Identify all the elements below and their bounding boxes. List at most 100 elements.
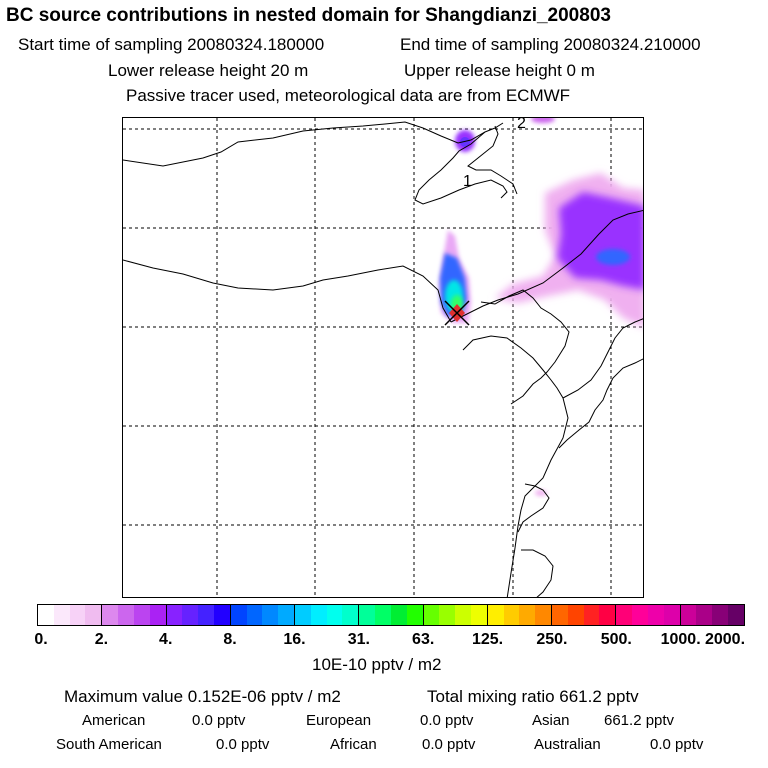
colorbar-swatch (133, 605, 150, 625)
map-canvas: 1 2 (123, 118, 643, 597)
colorbar-tick-label: 4. (159, 631, 173, 648)
colorbar-swatch (198, 605, 214, 625)
european-label: European (306, 712, 372, 729)
border-inland (123, 259, 452, 323)
colorbar-swatch (583, 605, 600, 625)
colorbar-swatch (567, 605, 584, 625)
coastline-bay-east (450, 209, 643, 323)
plume-northeast-core (596, 249, 630, 265)
colorbar-tick-label: 2000. (704, 631, 746, 648)
colorbar-tick-label: 16. (283, 631, 306, 648)
coastline-jiangsu (517, 483, 550, 533)
african-value: 0.0 pptv (422, 736, 476, 753)
coastline-yellow-sea (562, 318, 643, 399)
colorbar-swatch (632, 605, 648, 625)
african-label: African (330, 736, 377, 753)
maximum-value: Maximum value 0.152E-06 pptv / m2 (64, 687, 341, 706)
receptor-cross-b (444, 300, 470, 326)
coastline-shandong (462, 335, 569, 597)
south-american-label: South American (56, 736, 162, 753)
colorbar-tick-label: 2. (94, 631, 109, 648)
european-value: 0.0 pptv (420, 712, 474, 729)
colorbar-swatch (69, 605, 86, 625)
colorbar-tick-label: 1000. (660, 631, 701, 648)
colorbar-swatch (230, 605, 247, 625)
american-value: 0.0 pptv (192, 712, 246, 729)
australian-value: 0.0 pptv (650, 736, 704, 753)
colorbar-swatch (118, 605, 134, 625)
receptor-marker (444, 300, 470, 326)
colorbar-swatch (552, 605, 568, 625)
colorbar-swatch (663, 605, 681, 625)
colorbar-swatch (102, 605, 119, 625)
colorbar-swatch (38, 605, 54, 625)
colorbar-swatch (246, 605, 263, 625)
colorbar-swatch (262, 605, 279, 625)
colorbar-tick-label: 8. (223, 631, 237, 648)
colorbar-tick-label: 31. (347, 631, 370, 648)
colorbar-swatch (535, 605, 552, 625)
colorbar-swatch (647, 605, 664, 625)
colorbar-swatch (503, 605, 520, 625)
colorbar-swatch (519, 605, 536, 625)
colorbar-swatch (310, 605, 327, 625)
colorbar-tick-label: 0. (34, 631, 48, 648)
colorbar-tick-label: 250. (536, 631, 568, 648)
tracer-note: Passive tracer used, meteorological data… (126, 86, 571, 105)
plot-title: BC source contributions in nested domain… (6, 5, 611, 26)
colorbar-tick-label: 125. (471, 631, 504, 648)
coastline-liaodong (480, 289, 570, 405)
colorbar-swatch (213, 605, 231, 625)
plume-top-edge (531, 118, 555, 123)
colorbar-swatch (166, 605, 183, 625)
colorbar-swatch (487, 605, 504, 625)
coastline-peninsula (467, 125, 518, 195)
colorbar-swatch (390, 605, 407, 625)
colorbar-swatch (727, 605, 744, 625)
plume-receptor (439, 230, 471, 323)
colorbar (37, 604, 745, 626)
colorbar-tick-label: 63. (412, 631, 435, 648)
colorbar-swatch (278, 605, 295, 625)
colorbar-swatch (712, 605, 728, 625)
coastline-north (123, 121, 504, 167)
colorbar-swatch (439, 605, 456, 625)
colorbar-swatch (182, 605, 199, 625)
colorbar-swatch (455, 605, 471, 625)
colorbar-swatch (359, 605, 376, 625)
colorbar-swatch (53, 605, 70, 625)
colorbar-swatch (149, 605, 167, 625)
contour-label-2: 2 (517, 118, 526, 132)
plume-northeast (455, 118, 643, 496)
colorbar-swatch (696, 605, 713, 625)
colorbar-swatch (470, 605, 488, 625)
american-label: American (82, 712, 146, 729)
end-time-label: End time of sampling 20080324.210000 (400, 35, 701, 54)
coastline-korea (558, 358, 643, 449)
total-mixing-ratio: Total mixing ratio 661.2 pptv (427, 687, 639, 706)
south-american-value: 0.0 pptv (216, 736, 270, 753)
colorbar-swatch (423, 605, 440, 625)
map-panel: 1 2 (122, 117, 644, 598)
colorbar-swatch (326, 605, 343, 625)
coastline-yangtze (521, 549, 554, 597)
australian-label: Australian (534, 736, 601, 753)
colorbar-swatch (680, 605, 697, 625)
colorbar-unit: 10E-10 pptv / m2 (312, 655, 442, 674)
colorbar-swatch (406, 605, 424, 625)
asian-label: Asian (532, 712, 570, 729)
start-time-label: Start time of sampling 20080324.180000 (18, 35, 325, 54)
colorbar-swatch (599, 605, 617, 625)
colorbar-tick-label: 500. (600, 631, 632, 648)
coastline-bay-north (414, 131, 508, 205)
colorbar-swatch (85, 605, 103, 625)
upper-release-height-label: Upper release height 0 m (404, 61, 595, 80)
colorbar-swatch (295, 605, 311, 625)
asian-value: 661.2 pptv (604, 712, 675, 729)
contour-label-1: 1 (463, 173, 472, 190)
colorbar-swatch (616, 605, 633, 625)
colorbar-swatch (342, 605, 360, 625)
plume-north-spot-core (460, 137, 470, 147)
coastlines (123, 121, 643, 597)
lower-release-height-label: Lower release height 20 m (108, 61, 309, 80)
